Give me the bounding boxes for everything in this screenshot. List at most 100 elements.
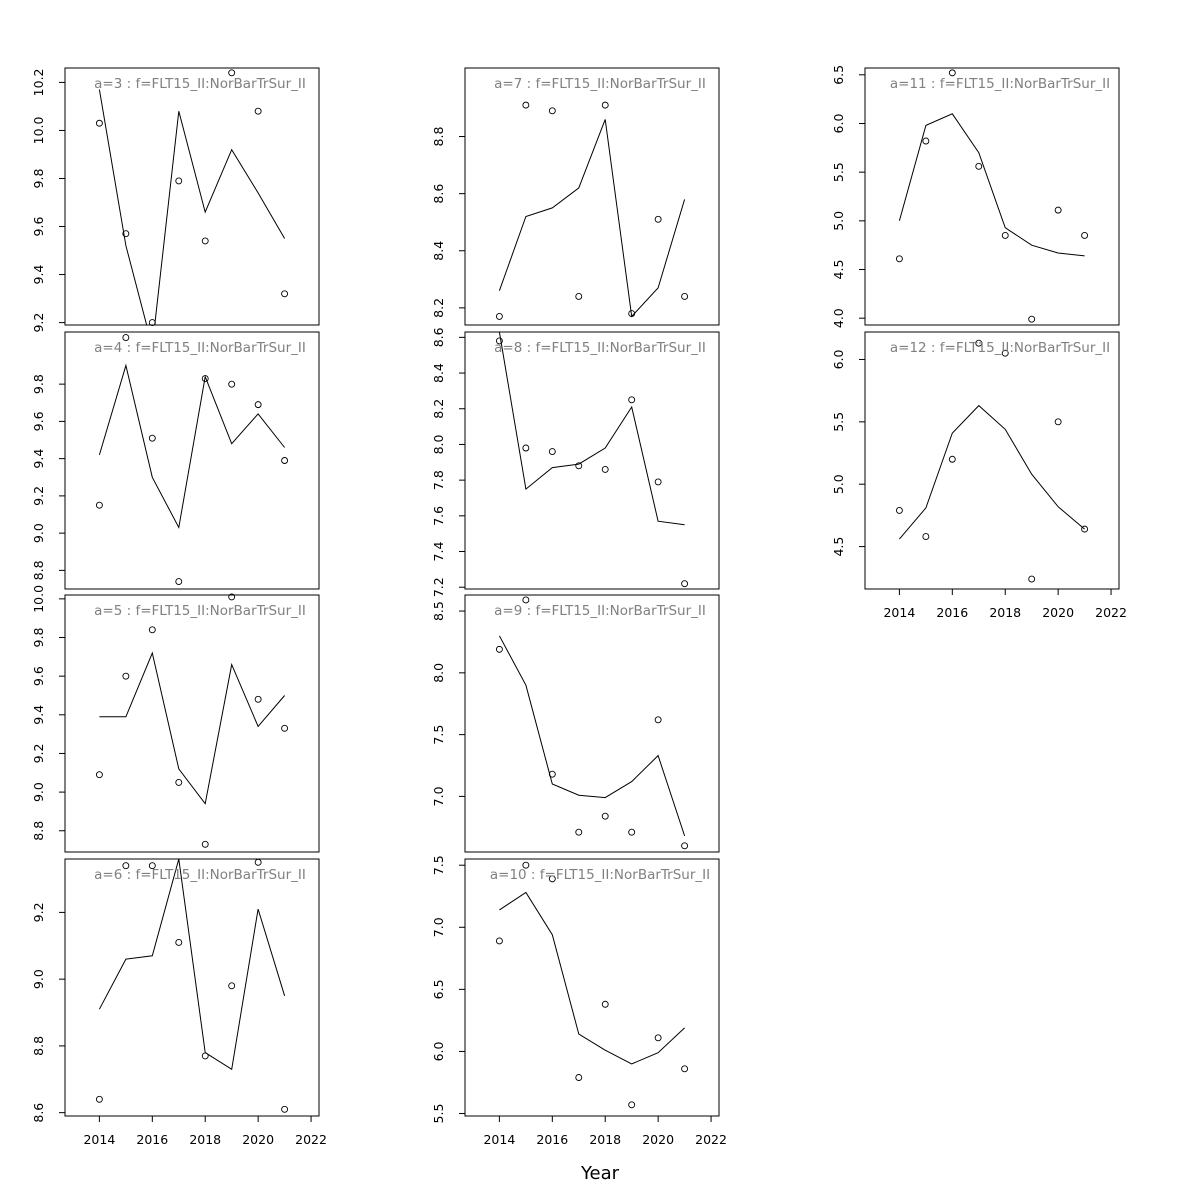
panel-5: 8.2 8.4 8.6 8.8 a=7 : f=FLT15_II:NorBarTrSur…	[431, 67, 720, 326]
observed-point	[228, 380, 236, 388]
y-tick-label: 9.0	[31, 523, 46, 543]
x-tick-label: 2018	[589, 1132, 621, 1147]
panel-4: 8.6 8.8 9.0 9.2 2014 2016 2018 2020 2022 a=6 : f=…	[31, 858, 327, 1147]
y-tick-label: 9.6	[31, 666, 46, 686]
observed-point	[281, 1105, 289, 1113]
observed-point	[148, 434, 156, 442]
observed-point	[975, 339, 983, 347]
x-tick-label: 2014	[883, 605, 915, 620]
observed-point	[575, 462, 583, 470]
y-tick-label: 7.0	[431, 786, 446, 806]
observed-point	[601, 812, 609, 820]
observed-point	[654, 215, 662, 223]
observed-point	[654, 716, 662, 724]
observed-point	[895, 255, 903, 263]
x-tick-label: 2016	[136, 1132, 168, 1147]
panel-frame	[464, 67, 720, 326]
y-tick-label: 5.0	[831, 474, 846, 494]
y-tick-label: 6.5	[831, 65, 846, 85]
y-tick-label: 7.4	[431, 542, 446, 562]
observed-point	[1054, 206, 1062, 214]
panel-frame	[864, 67, 1120, 326]
y-tick-label: 9.8	[31, 628, 46, 648]
panel-title: a=9 : f=FLT15_II:NorBarTrSur_II	[494, 603, 706, 619]
y-tick-label: 9.6	[31, 411, 46, 431]
observed-point	[254, 107, 262, 115]
y-tick-label: 4.0	[831, 308, 846, 328]
y-tick-label: 4.5	[831, 260, 846, 280]
observed-point	[1054, 418, 1062, 426]
y-tick-label: 8.4	[431, 363, 446, 383]
observed-point	[522, 444, 530, 452]
y-tick-label: 9.4	[31, 265, 46, 285]
observed-point	[175, 177, 183, 185]
fitted-line	[99, 651, 285, 805]
observed-point	[681, 580, 689, 588]
panel-title: a=8 : f=FLT15_II:NorBarTrSur_II	[494, 340, 706, 356]
observed-point	[122, 230, 130, 238]
panel-6: 7.2 7.4 7.6 7.8 8.0 8.2 8.4 8.6 a=8 : f=FLT15_II…	[431, 327, 720, 597]
y-tick-label: 10.0	[31, 116, 46, 144]
observed-point	[975, 162, 983, 170]
y-tick-label: 9.6	[31, 217, 46, 237]
panel-title: a=5 : f=FLT15_II:NorBarTrSur_II	[94, 603, 306, 619]
panel-frame	[464, 594, 720, 853]
observed-point	[1001, 349, 1009, 357]
observed-point	[201, 1052, 209, 1060]
y-tick-label: 10.2	[31, 68, 46, 96]
panel-grid: 9.2 9.4 9.6 9.8 10.0 10.2 a=3 : f=FLT15_II:Nor…	[31, 65, 1127, 1147]
observed-point	[95, 771, 103, 779]
observed-point	[495, 937, 503, 945]
observed-point	[281, 457, 289, 464]
x-tick-label: 2018	[989, 605, 1021, 620]
observed-point	[948, 69, 956, 77]
observed-point	[895, 506, 903, 514]
x-tick-label: 2014	[483, 1132, 515, 1147]
y-tick-label: 8.8	[31, 560, 46, 580]
observed-point	[948, 455, 956, 463]
observed-point	[681, 292, 689, 300]
y-tick-label: 8.8	[31, 1036, 46, 1056]
fitted-line	[498, 635, 686, 837]
observed-point	[654, 478, 662, 486]
observed-point	[495, 312, 503, 320]
observed-point	[201, 237, 209, 245]
y-tick-label: 8.5	[431, 601, 446, 621]
observed-point	[548, 448, 556, 456]
panel-frame	[64, 594, 320, 853]
observed-point	[681, 842, 689, 850]
y-tick-label: 9.4	[31, 705, 46, 725]
panel-frame	[64, 331, 320, 590]
observed-point	[548, 875, 556, 883]
x-tick-label: 2018	[189, 1132, 221, 1147]
observed-point	[1081, 525, 1089, 533]
observed-point	[1028, 575, 1036, 583]
x-tick-label: 2022	[695, 1132, 727, 1147]
observed-point	[628, 828, 636, 836]
panel-title: a=3 : f=FLT15_II:NorBarTrSur_II	[94, 76, 306, 92]
y-tick-label: 7.0	[431, 917, 446, 937]
observed-point	[575, 1074, 583, 1081]
observed-point	[601, 465, 609, 473]
observed-point	[575, 292, 583, 300]
x-tick-label: 2014	[83, 1132, 115, 1147]
panel-9: 4.0 4.5 5.0 5.5 6.0 6.5 a=11 : f=FLT15_II:NorB…	[831, 65, 1120, 328]
observed-point	[1081, 231, 1089, 239]
observed-point	[228, 69, 236, 77]
observed-point	[228, 593, 236, 601]
y-tick-label: 9.2	[31, 744, 46, 764]
observed-point	[175, 578, 183, 586]
y-tick-label: 8.2	[431, 399, 446, 419]
y-tick-label: 8.6	[431, 327, 446, 347]
y-tick-label: 5.5	[431, 1104, 446, 1124]
observed-point	[495, 337, 503, 345]
observed-point	[201, 375, 209, 383]
y-tick-label: 9.2	[31, 902, 46, 922]
x-tick-label: 2022	[295, 1132, 327, 1147]
y-tick-label: 7.8	[431, 470, 446, 490]
y-tick-label: 6.0	[831, 349, 846, 369]
x-tick-label: 2020	[642, 1132, 674, 1147]
y-tick-label: 8.0	[431, 663, 446, 683]
observed-point	[922, 137, 930, 145]
observed-point	[201, 840, 209, 848]
